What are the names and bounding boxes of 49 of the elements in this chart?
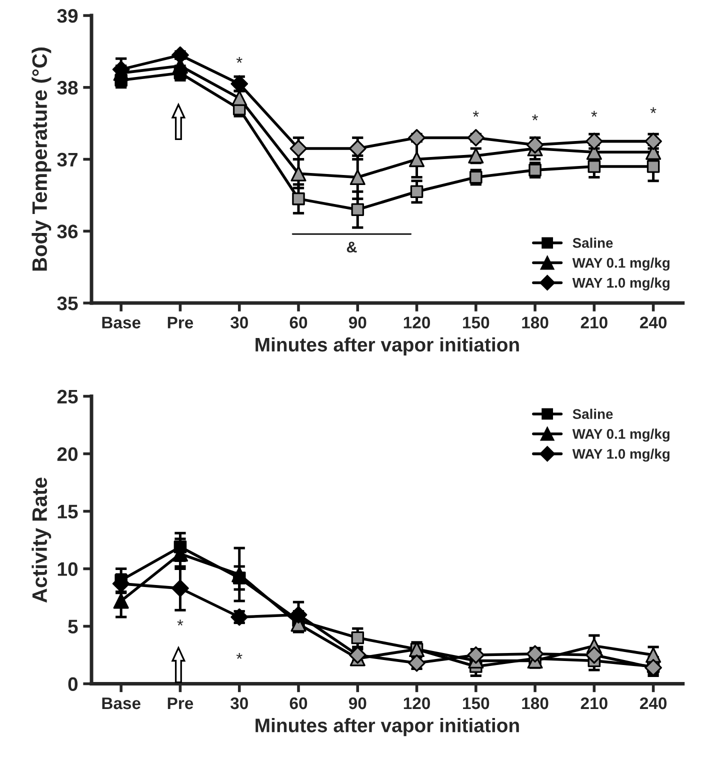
x-tick-label: 180 [522, 697, 548, 710]
legend-label: WAY 0.1 mg/kg [572, 258, 670, 271]
x-tick-label: 90 [348, 697, 366, 710]
x-tick-label: Pre [168, 316, 194, 328]
annotation: * [177, 620, 184, 626]
legend-label: Saline [572, 238, 613, 248]
y-tick-label: 20 [57, 447, 78, 462]
x-tick-label: Pre [168, 698, 194, 710]
legend-label: WAY 1.0 mg/kg [572, 448, 670, 462]
y-tick-label: 10 [58, 562, 78, 576]
x-tick-label: 240 [640, 316, 667, 328]
x-tick-label: 150 [463, 697, 490, 710]
y-tick-label: 25 [57, 390, 78, 404]
y-tick-label: 35 [57, 296, 78, 310]
x-tick-label: Base [102, 316, 140, 328]
x-tick-label: 150 [463, 316, 490, 328]
x-tick-label: 210 [580, 316, 608, 328]
y-tick-label: 5 [68, 620, 78, 634]
x-tick-label: 60 [290, 316, 308, 328]
x-axis-title: Minutes after vapor initiation [256, 337, 519, 356]
annotation: * [532, 114, 538, 120]
y-axis-title: Body Temperature (°C) [32, 48, 52, 271]
x-tick-label: 210 [580, 697, 608, 710]
annotation: * [236, 56, 242, 63]
y-tick-label: 15 [58, 504, 78, 519]
x-tick-label: 60 [290, 697, 308, 710]
y-axis-title: Activity Rate [32, 478, 52, 603]
annotation: & [346, 242, 357, 253]
y-tick-label: 39 [57, 9, 78, 23]
x-tick-label: 120 [404, 316, 430, 328]
x-tick-label: 90 [348, 316, 366, 328]
x-tick-label: 30 [230, 697, 248, 710]
x-axis-title: Minutes after vapor initiation [256, 718, 519, 736]
y-tick-label: 0 [68, 677, 78, 691]
legend-label: Saline [572, 408, 613, 419]
x-tick-label: 30 [230, 316, 248, 328]
legend-label: WAY 0.1 mg/kg [572, 428, 670, 442]
annotation: * [591, 110, 598, 117]
x-tick-label: Base [102, 698, 140, 710]
x-tick-label: 180 [522, 316, 548, 328]
y-tick-label: 36 [57, 224, 78, 238]
x-tick-label: 240 [640, 697, 667, 710]
annotation: * [236, 653, 242, 659]
y-tick-label: 38 [57, 80, 78, 95]
legend-label: WAY 1.0 mg/kg [572, 278, 670, 291]
x-tick-label: 120 [404, 697, 430, 710]
annotation: * [472, 110, 479, 117]
y-tick-label: 37 [57, 152, 78, 167]
annotation: * [650, 107, 656, 114]
